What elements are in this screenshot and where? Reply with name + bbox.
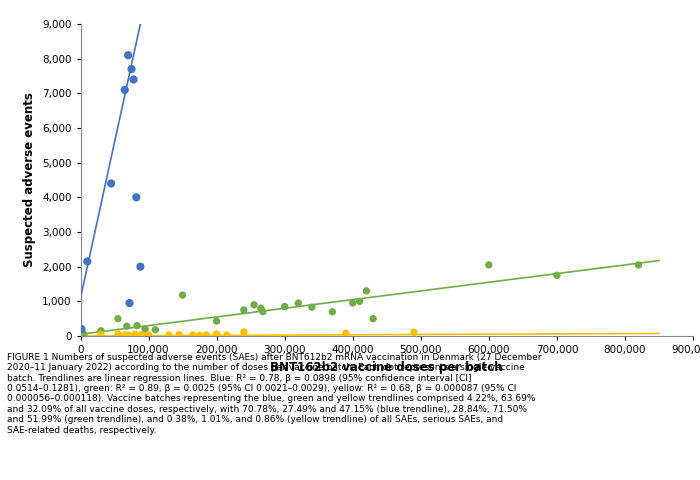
Point — [279, 303, 290, 311]
Text: FIGURE 1 Numbers of suspected adverse events (SAEs) after BNT612b2 mRNA vaccinat: FIGURE 1 Numbers of suspected adverse ev… — [7, 353, 542, 434]
Point — [238, 306, 249, 314]
Point — [124, 299, 135, 307]
Point — [122, 51, 134, 59]
Point — [112, 330, 123, 338]
Point — [163, 331, 174, 339]
Point — [131, 193, 142, 201]
Point — [211, 317, 222, 325]
Point — [95, 330, 106, 338]
Point — [187, 331, 198, 339]
Point — [258, 308, 269, 315]
Point — [293, 299, 304, 307]
Point — [347, 299, 358, 307]
Point — [408, 328, 419, 336]
Point — [150, 326, 161, 334]
Point — [135, 263, 146, 271]
Point — [122, 331, 134, 339]
Point — [82, 258, 93, 265]
Point — [136, 331, 148, 338]
Point — [238, 328, 249, 336]
Point — [327, 308, 338, 315]
Point — [119, 86, 130, 94]
Point — [126, 65, 137, 73]
Point — [119, 331, 130, 339]
Point — [633, 261, 644, 269]
Point — [112, 315, 123, 323]
Point — [128, 76, 139, 84]
Point — [368, 315, 379, 323]
Point — [248, 301, 260, 309]
Point — [340, 329, 351, 337]
Point — [139, 325, 150, 333]
Point — [256, 304, 267, 312]
Point — [483, 261, 494, 269]
Point — [194, 332, 205, 339]
Point — [143, 331, 154, 339]
Point — [106, 180, 117, 187]
Point — [174, 331, 185, 338]
Point — [354, 298, 365, 305]
Point — [221, 331, 232, 339]
Point — [78, 330, 90, 338]
Point — [307, 303, 318, 311]
Point — [552, 272, 563, 279]
Point — [95, 327, 106, 335]
Point — [132, 322, 143, 329]
Point — [130, 330, 141, 338]
Point — [177, 291, 188, 299]
X-axis label: BNT162b2 vaccine doses per batch: BNT162b2 vaccine doses per batch — [270, 360, 503, 373]
Point — [121, 323, 132, 330]
Point — [76, 325, 87, 333]
Y-axis label: Suspected adverse events: Suspected adverse events — [23, 93, 36, 267]
Point — [201, 331, 212, 339]
Point — [211, 330, 222, 338]
Point — [360, 287, 372, 295]
